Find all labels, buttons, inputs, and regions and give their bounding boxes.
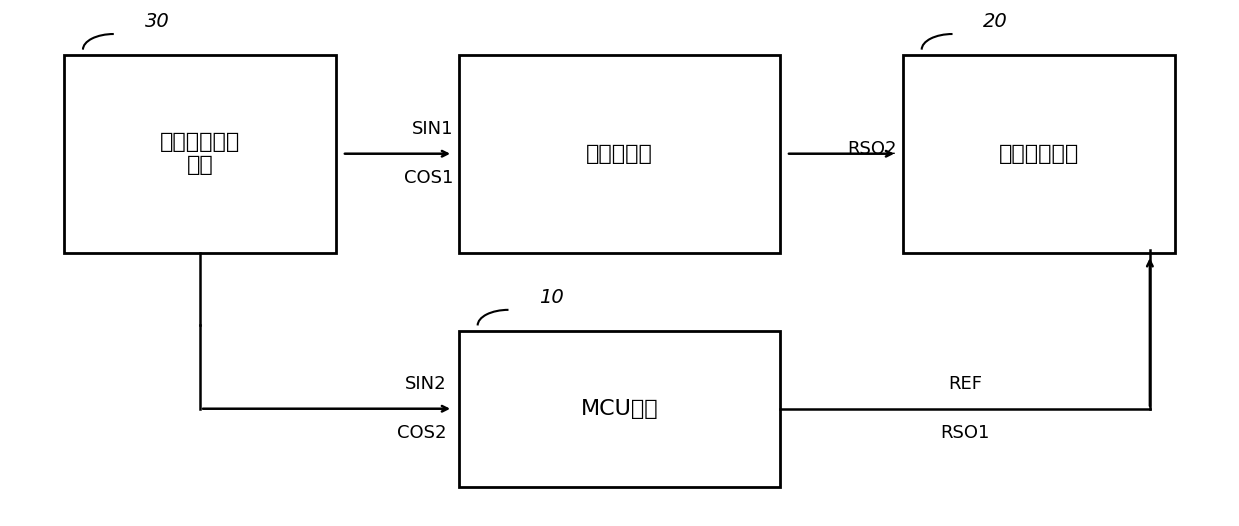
Text: 20: 20 (984, 13, 1009, 32)
Text: MCU模块: MCU模块 (581, 399, 658, 419)
Text: RSO2: RSO2 (847, 139, 897, 157)
Text: SIN1: SIN1 (411, 120, 453, 138)
FancyBboxPatch shape (64, 55, 336, 252)
Text: COS1: COS1 (404, 169, 453, 187)
Text: 反馈滤波调理
模块: 反馈滤波调理 模块 (160, 132, 240, 175)
Text: 旋转变压器: 旋转变压器 (586, 144, 653, 164)
Text: 10: 10 (539, 288, 564, 307)
FancyBboxPatch shape (903, 55, 1175, 252)
Text: 30: 30 (145, 13, 170, 32)
FancyBboxPatch shape (460, 331, 779, 487)
Text: RSO1: RSO1 (940, 424, 990, 442)
Text: SIN2: SIN2 (405, 375, 447, 393)
Text: COS2: COS2 (398, 424, 447, 442)
FancyBboxPatch shape (460, 55, 779, 252)
Text: REF: REF (948, 375, 981, 393)
Text: 激励调理模块: 激励调理模块 (999, 144, 1079, 164)
